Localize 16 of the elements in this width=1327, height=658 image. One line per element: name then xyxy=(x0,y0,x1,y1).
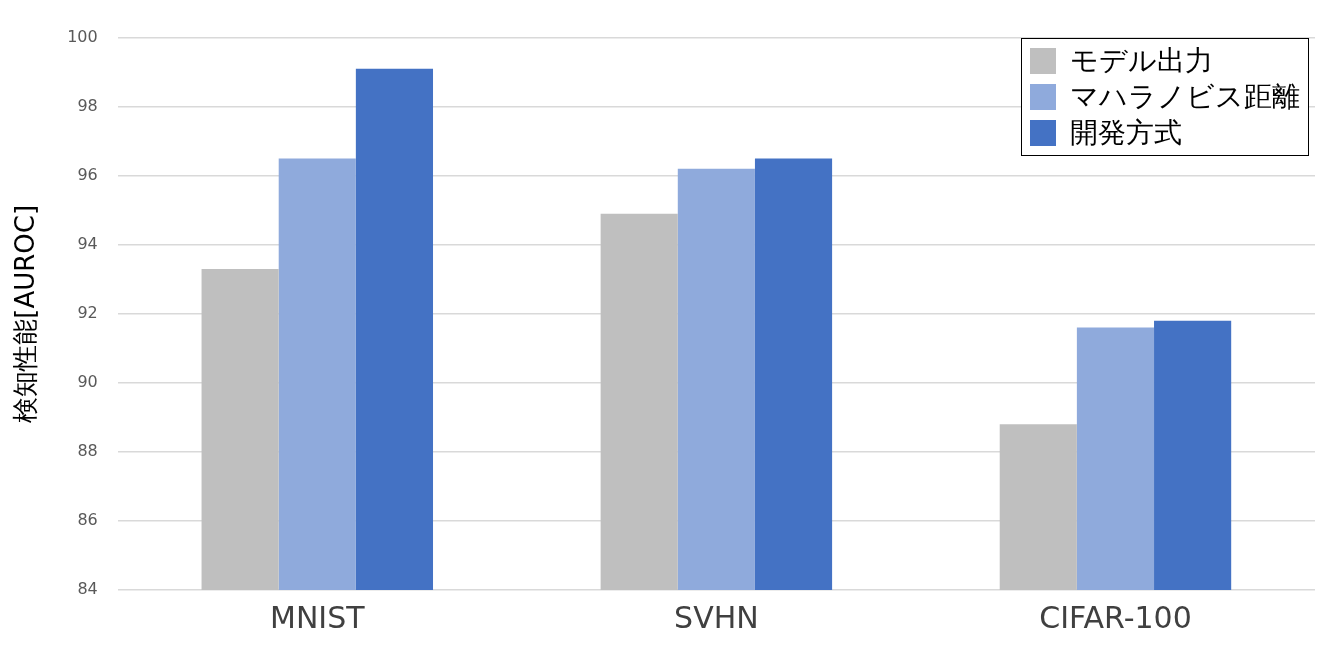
y-axis-title: 検知性能[AUROC] xyxy=(10,204,41,423)
y-tick-label: 90 xyxy=(77,372,98,392)
legend-label: マハラノビス距離 xyxy=(1070,79,1300,115)
y-tick-label: 92 xyxy=(77,302,98,322)
x-tick-label: CIFAR-100 xyxy=(1039,599,1192,635)
y-tick-label: 94 xyxy=(77,233,98,253)
y-tick-label: 88 xyxy=(77,441,98,461)
y-tick-label: 100 xyxy=(67,26,98,46)
y-tick-label: 96 xyxy=(77,164,98,184)
legend-label: 開発方式 xyxy=(1070,115,1182,151)
y-tick-label: 86 xyxy=(77,510,98,530)
y-tick-label: 98 xyxy=(77,95,98,115)
y-tick-label: 84 xyxy=(77,579,98,599)
x-tick-label: SVHN xyxy=(674,599,759,635)
legend-label: モデル出力 xyxy=(1070,43,1213,79)
x-tick-label: MNIST xyxy=(270,599,366,635)
